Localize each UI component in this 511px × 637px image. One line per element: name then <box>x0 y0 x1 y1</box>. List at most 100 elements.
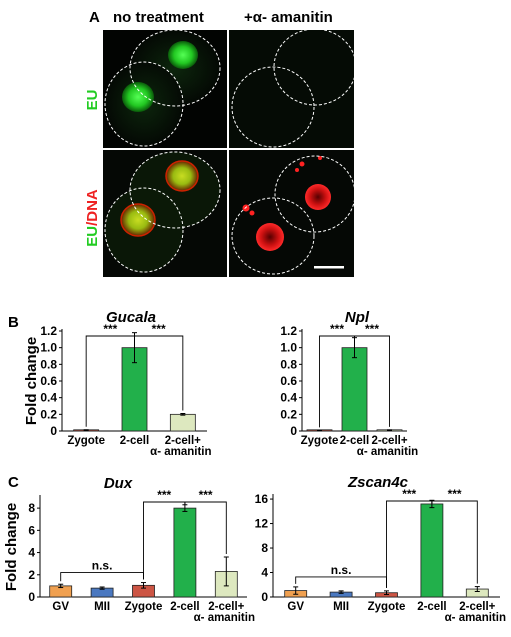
dux-category-line-3-0: 2-cell <box>170 601 199 613</box>
npl-category-label-1: 2-cell <box>340 435 369 447</box>
gucala-ytick-label-4: 0.8 <box>40 357 57 371</box>
zscan4c-category-label-2: Zygote <box>368 601 406 613</box>
gucala-sig-bracket-1 <box>134 335 184 411</box>
dux-ytick-label-0: 0 <box>28 590 35 604</box>
zscan4c-category-line-1-0: MII <box>333 601 349 613</box>
gucala-sig-bracket-1-label: *** <box>152 322 166 336</box>
npl-bar-1 <box>341 347 368 432</box>
dux-category-line-4-0: 2-cell+ <box>208 601 244 613</box>
zscan4c-category-line-4-1: α- amanitin <box>445 612 506 624</box>
gucala-sig-bracket-0-label: *** <box>103 322 117 336</box>
npl-sig-bracket-1 <box>354 335 390 427</box>
dux-ytick-label-3: 6 <box>28 523 35 537</box>
scale-bar <box>314 266 344 269</box>
zscan4c-ytick-label-0: 0 <box>261 590 268 604</box>
zscan4c-category-line-2-0: Zygote <box>368 601 406 613</box>
gucala-category-label-1: 2-cell <box>120 435 149 447</box>
dux-category-label-4: 2-cell+ α- amanitin <box>194 601 255 624</box>
npl-ytick-label-2: 0.4 <box>280 391 297 405</box>
zscan4c-category-label-1: MII <box>333 601 349 613</box>
npl-category-line-1-0: 2-cell <box>340 435 369 447</box>
gucala-ylabel: Fold change <box>23 337 40 425</box>
gucala-title: Gucala <box>106 309 156 326</box>
gucala-category-line-2-0: 2-cell+ <box>165 435 201 447</box>
npl-category-line-2-1: α- amanitin <box>357 446 418 458</box>
zscan4c-category-line-3-0: 2-cell <box>417 601 446 613</box>
gucala-ytick-label-2: 0.4 <box>40 391 57 405</box>
zscan4c-category-line-0-0: GV <box>287 601 304 613</box>
npl-sig-bracket-0-label: *** <box>330 322 344 336</box>
dux-sig-bracket-1 <box>184 501 227 554</box>
dux-category-label-0: GV <box>52 601 69 613</box>
npl-category-line-0-0: Zygote <box>301 435 339 447</box>
zscan4c-ns-bracket <box>295 576 387 588</box>
zscan4c-sig-bracket-1 <box>431 500 478 584</box>
npl-ytick-label-0: 0 <box>290 424 297 438</box>
gucala-ytick-label-1: 0.2 <box>40 407 57 421</box>
zscan4c-bar-3 <box>420 503 444 598</box>
micrograph-merge-amanitin <box>229 150 356 277</box>
gucala-ytick-label-5: 1.0 <box>40 341 57 355</box>
gucala-ytick-label-3: 0.6 <box>40 374 57 388</box>
dux-bar-3 <box>173 507 197 598</box>
dux-category-line-0-0: GV <box>52 601 69 613</box>
panel-a-label: A <box>89 9 100 26</box>
gucala-bar-2 <box>169 413 196 432</box>
gucala-ytick-label-0: 0 <box>50 424 57 438</box>
npl-category-label-2: 2-cell+ α- amanitin <box>357 435 418 458</box>
col-title-no-treatment: no treatment <box>113 9 204 26</box>
dux-title: Dux <box>104 475 133 492</box>
zscan4c-title: Zscan4c <box>347 474 409 491</box>
micrograph-eu-amanitin <box>229 28 357 148</box>
col-title-amanitin: +α- amanitin <box>244 9 333 26</box>
npl-ytick-label-6: 1.2 <box>280 324 297 338</box>
zscan4c-ns-bracket-label: n.s. <box>331 563 352 577</box>
dux-category-label-2: Zygote <box>125 601 163 613</box>
dux-ytick-label-1: 2 <box>28 568 35 582</box>
npl-ytick-label-4: 0.8 <box>280 357 297 371</box>
panel-b-label: B <box>8 314 19 331</box>
dux-category-line-1-0: MII <box>94 601 110 613</box>
zscan4c-sig-bracket-0-label: *** <box>402 487 416 501</box>
npl-ytick-label-1: 0.2 <box>280 407 297 421</box>
row-label-eu-dna: EU/DNA <box>84 189 101 247</box>
zscan4c-ytick-label-2: 8 <box>261 541 268 555</box>
npl-title: Npl <box>345 309 370 326</box>
npl-category-line-2-0: 2-cell+ <box>371 435 407 447</box>
zscan4c-category-label-3: 2-cell <box>417 601 446 613</box>
dux-ns-bracket <box>60 572 144 582</box>
chart-npl: Npl 0 0.2 0.4 0.6 0.8 1.0 1.2 Zygote 2-cell 2-cell… <box>280 309 418 458</box>
row-label-eu-part-0: EU <box>84 90 101 111</box>
panel-c-label: C <box>8 474 19 491</box>
npl-ytick-label-5: 1.0 <box>280 341 297 355</box>
zscan4c-ytick-label-3: 12 <box>255 517 269 531</box>
row-label-eu: EU <box>84 90 101 111</box>
dux-category-label-1: MII <box>94 601 110 613</box>
zscan4c-category-label-4: 2-cell+ α- amanitin <box>445 601 506 624</box>
micrograph-eu-untreated <box>103 29 227 148</box>
gucala-category-line-2-1: α- amanitin <box>150 446 211 458</box>
dux-category-line-4-1: α- amanitin <box>194 612 255 624</box>
zscan4c-category-label-0: GV <box>287 601 304 613</box>
zscan4c-ytick-label-4: 16 <box>255 492 269 506</box>
gucala-category-line-0-0: Zygote <box>67 435 105 447</box>
dux-ytick-label-4: 8 <box>28 501 35 515</box>
gucala-category-line-1-0: 2-cell <box>120 435 149 447</box>
dux-category-line-2-0: Zygote <box>125 601 163 613</box>
gucala-category-label-0: Zygote <box>67 435 105 447</box>
dux-ylabel: Fold change <box>3 503 20 591</box>
zscan4c-category-line-4-0: 2-cell+ <box>459 601 495 613</box>
npl-ytick-label-3: 0.6 <box>280 374 297 388</box>
gucala-ytick-label-6: 1.2 <box>40 324 57 338</box>
dux-ns-bracket-label: n.s. <box>92 559 113 573</box>
dux-ytick-label-2: 4 <box>28 546 35 560</box>
row-label-eu-dna-part-0: EU <box>84 226 101 247</box>
row-label-eu-dna-part-1: /DNA <box>84 189 101 226</box>
dux-sig-bracket-0-label: *** <box>157 488 171 502</box>
zscan4c-ytick-label-1: 4 <box>261 566 268 580</box>
dux-category-label-3: 2-cell <box>170 601 199 613</box>
